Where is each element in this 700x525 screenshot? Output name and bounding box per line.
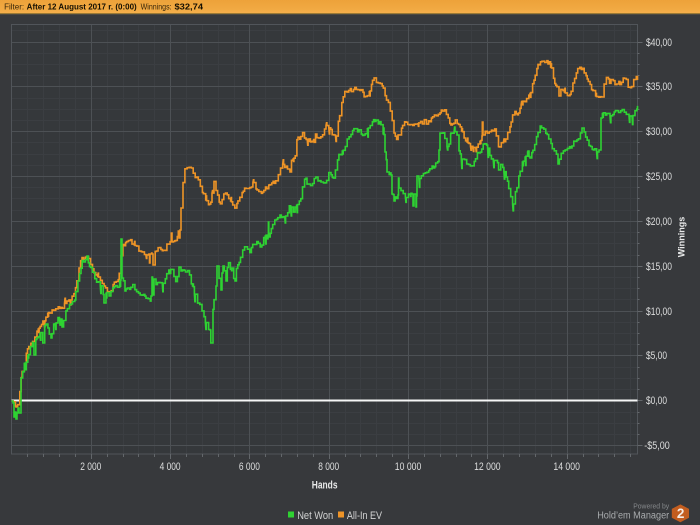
svg-text:14 000: 14 000 — [553, 461, 580, 473]
svg-text:Hands: Hands — [312, 480, 338, 492]
svg-text:$35,00: $35,00 — [646, 81, 672, 93]
svg-text:$10,00: $10,00 — [646, 306, 672, 318]
svg-text:$25,00: $25,00 — [646, 171, 672, 183]
svg-text:4 000: 4 000 — [160, 461, 181, 473]
svg-text:8 000: 8 000 — [318, 461, 339, 473]
svg-text:12 000: 12 000 — [474, 461, 501, 473]
svg-text:2: 2 — [677, 506, 685, 521]
svg-text:Hold’em Manager: Hold’em Manager — [597, 511, 670, 522]
svg-text:10 000: 10 000 — [395, 461, 422, 473]
svg-text:$32,74: $32,74 — [175, 2, 204, 11]
svg-text:$0,00: $0,00 — [646, 395, 667, 407]
svg-text:All-In EV: All-In EV — [347, 510, 383, 522]
svg-text:Filter:: Filter: — [4, 2, 24, 11]
svg-text:Net Won: Net Won — [297, 510, 333, 522]
svg-text:After 12 August 2017 r. (0:00): After 12 August 2017 r. (0:00) — [27, 2, 137, 11]
svg-text:Powered by: Powered by — [633, 504, 669, 511]
svg-text:2 000: 2 000 — [80, 461, 101, 473]
svg-text:Winnings:: Winnings: — [141, 2, 172, 11]
svg-text:6 000: 6 000 — [239, 461, 260, 473]
svg-text:-$5,00: -$5,00 — [644, 440, 670, 452]
svg-text:$30,00: $30,00 — [646, 126, 672, 138]
svg-text:$40,00: $40,00 — [646, 37, 672, 49]
svg-text:$20,00: $20,00 — [646, 216, 672, 228]
svg-text:$15,00: $15,00 — [646, 261, 672, 273]
svg-text:$5,00: $5,00 — [646, 350, 667, 362]
svg-text:Winnings: Winnings — [677, 217, 687, 258]
